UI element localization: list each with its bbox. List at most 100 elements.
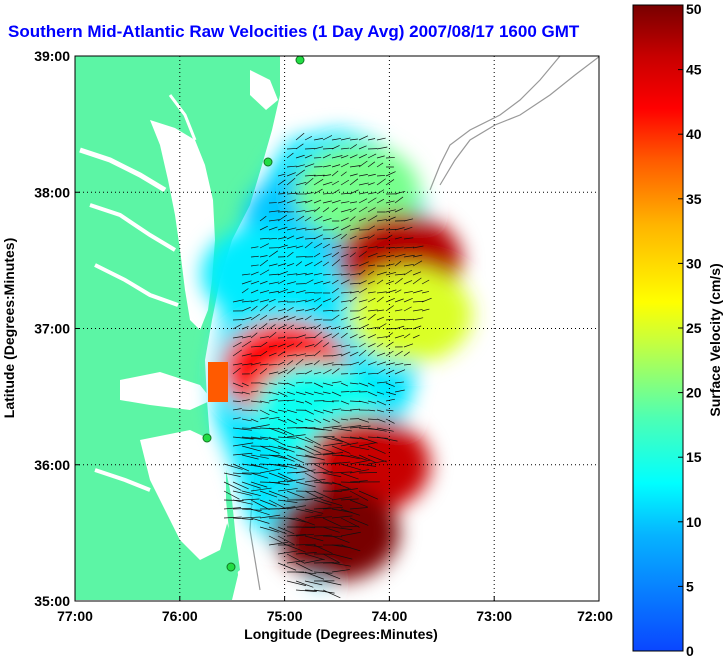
velocity-vector xyxy=(376,291,387,294)
velocity-vector xyxy=(331,279,339,285)
velocity-vector xyxy=(304,192,314,195)
velocity-vector xyxy=(385,200,395,204)
velocity-vector xyxy=(385,297,395,303)
velocity-vector xyxy=(367,309,378,312)
velocity-vector xyxy=(277,427,295,436)
velocity-vector xyxy=(394,389,405,393)
velocity-vector xyxy=(232,436,254,440)
velocity-vector xyxy=(376,316,385,321)
velocity-vector xyxy=(376,409,385,413)
velocity-vector xyxy=(385,254,395,258)
velocity-vector xyxy=(223,507,242,510)
velocity-vector xyxy=(268,344,278,348)
velocity-vector xyxy=(331,553,353,560)
velocity-vector xyxy=(223,481,242,491)
chesapeake-bay xyxy=(150,120,215,330)
velocity-vector xyxy=(313,146,324,150)
velocity-vector xyxy=(349,382,359,385)
velocity-vector xyxy=(295,290,306,294)
velocity-vector xyxy=(340,351,351,357)
velocity-vector xyxy=(304,241,313,249)
velocity-vector xyxy=(232,508,251,510)
velocity-vector xyxy=(367,246,378,249)
velocity-vector xyxy=(304,535,324,542)
velocity-vector xyxy=(295,341,303,348)
velocity-vector xyxy=(349,490,369,501)
velocity-vector xyxy=(331,226,339,231)
velocity-vector xyxy=(322,342,330,348)
velocity-vector xyxy=(331,418,340,424)
velocity-vector xyxy=(232,336,243,339)
velocity-vector xyxy=(376,279,384,285)
velocity-vector xyxy=(331,436,352,445)
velocity-vector xyxy=(241,353,252,357)
velocity-vector xyxy=(277,350,286,357)
velocity-vector xyxy=(340,400,350,405)
velocity-vector xyxy=(223,516,242,519)
velocity-vector xyxy=(367,436,389,439)
velocity-vector xyxy=(385,289,397,294)
velocity-vector xyxy=(304,436,321,446)
velocity-vector xyxy=(241,399,250,402)
velocity-vector xyxy=(304,508,324,514)
velocity-vector xyxy=(268,541,289,546)
velocity-vector xyxy=(340,498,359,501)
velocity-vector xyxy=(313,297,321,303)
velocity-vector xyxy=(358,261,369,267)
velocity-vector xyxy=(286,490,305,499)
velocity-vector xyxy=(241,306,251,312)
velocity-vector xyxy=(331,381,342,384)
velocity-vector xyxy=(304,262,313,267)
velocity-vector xyxy=(268,427,288,436)
velocity-vector xyxy=(358,442,377,447)
velocity-vector xyxy=(277,454,295,462)
velocity-vector xyxy=(277,445,295,453)
velocity-vector xyxy=(304,553,325,561)
velocity-vector xyxy=(259,299,270,303)
velocity-vector xyxy=(313,452,335,456)
velocity-vector xyxy=(367,391,378,397)
velocity-vector xyxy=(340,418,349,421)
velocity-vector xyxy=(250,332,258,339)
velocity-vector xyxy=(268,263,278,267)
velocity-vector xyxy=(322,200,332,204)
velocity-vector xyxy=(331,145,340,150)
velocity-vector xyxy=(241,436,262,440)
velocity-vector xyxy=(349,469,370,474)
velocity-vector xyxy=(286,505,307,510)
velocity-vector xyxy=(376,336,388,339)
velocity-vector xyxy=(349,316,360,321)
velocity-vector xyxy=(376,391,385,395)
velocity-vector xyxy=(277,271,288,276)
velocity-vector xyxy=(349,290,360,294)
velocity-vector xyxy=(340,208,352,213)
velocity-vector xyxy=(322,436,344,443)
velocity-vector xyxy=(313,280,324,285)
velocity-vector xyxy=(358,280,367,285)
velocity-vector xyxy=(286,245,297,249)
velocity-vector xyxy=(322,409,334,414)
velocity-vector xyxy=(394,319,405,321)
velocity-vector xyxy=(304,472,324,484)
velocity-vector xyxy=(277,562,297,571)
velocity-vector xyxy=(241,454,259,460)
velocity-vector xyxy=(304,344,315,348)
velocity-vector xyxy=(394,236,402,240)
velocity-vector xyxy=(403,246,415,249)
velocity-vector xyxy=(367,234,375,240)
velocity-vector xyxy=(241,382,249,387)
velocity-vector xyxy=(295,272,307,276)
velocity-vector xyxy=(367,454,388,463)
velocity-vector xyxy=(322,298,332,303)
velocity-vector xyxy=(268,416,280,420)
velocity-vector xyxy=(322,506,344,510)
velocity-vector xyxy=(286,152,294,159)
velocity-vector xyxy=(331,445,351,454)
velocity-vector xyxy=(412,290,423,294)
velocity-vector xyxy=(349,273,361,276)
velocity-vector xyxy=(259,526,279,533)
velocity-vector xyxy=(331,391,342,397)
velocity-vector xyxy=(385,263,395,267)
velocity-vector xyxy=(421,279,430,285)
velocity-vector xyxy=(313,471,333,474)
